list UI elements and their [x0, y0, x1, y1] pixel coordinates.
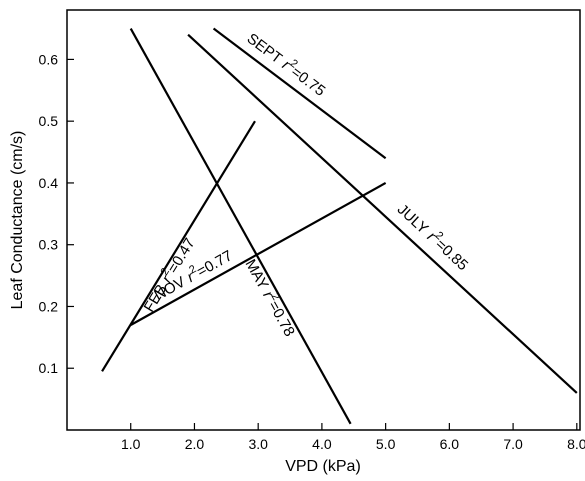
- x-tick-label: 2.0: [185, 436, 205, 452]
- plot-frame: [67, 10, 580, 430]
- x-tick-label: 5.0: [376, 436, 396, 452]
- series-line-july: [188, 35, 577, 393]
- series-line-nov: [131, 183, 386, 325]
- series-lines: [102, 29, 577, 424]
- r2-value: =0.75: [288, 63, 329, 99]
- x-tick-label: 1.0: [121, 436, 141, 452]
- y-tick-label: 0.5: [39, 113, 59, 129]
- x-tick-label: 7.0: [503, 436, 523, 452]
- y-tick-label: 0.1: [39, 360, 59, 376]
- r2-value: =0.77: [194, 247, 235, 280]
- y-tick-label: 0.3: [39, 237, 59, 253]
- svg-text:SEPTr2=0.75: SEPTr2=0.75: [244, 28, 331, 100]
- y-tick-label: 0.2: [39, 298, 59, 314]
- r2-value: =0.85: [432, 236, 471, 274]
- x-tick-label: 8.0: [567, 436, 585, 452]
- svg-text:MAYr2=0.78: MAYr2=0.78: [242, 255, 301, 339]
- y-tick-label: 0.6: [39, 51, 59, 67]
- x-tick-label: 3.0: [248, 436, 268, 452]
- x-tick-label: 4.0: [312, 436, 332, 452]
- x-axis-title: VPD (kPa): [285, 458, 361, 475]
- series-name: MAY: [242, 257, 272, 293]
- series-label-sept: SEPTr2=0.75: [244, 28, 331, 100]
- x-axis-ticks: 1.0 2.0 3.0 4.0 5.0 6.0 7.0 8.0: [121, 423, 585, 452]
- y-tick-label: 0.4: [39, 175, 59, 191]
- series-name: SEPT: [244, 30, 286, 67]
- series-name: JULY: [394, 201, 432, 238]
- x-tick-label: 6.0: [440, 436, 460, 452]
- y-axis-title: Leaf Conductance (cm/s): [9, 131, 26, 310]
- series-name: NOV: [152, 274, 189, 305]
- series-label-may: MAYr2=0.78: [242, 255, 301, 339]
- y-axis-ticks: 0.1 0.2 0.3 0.4 0.5 0.6: [39, 51, 74, 376]
